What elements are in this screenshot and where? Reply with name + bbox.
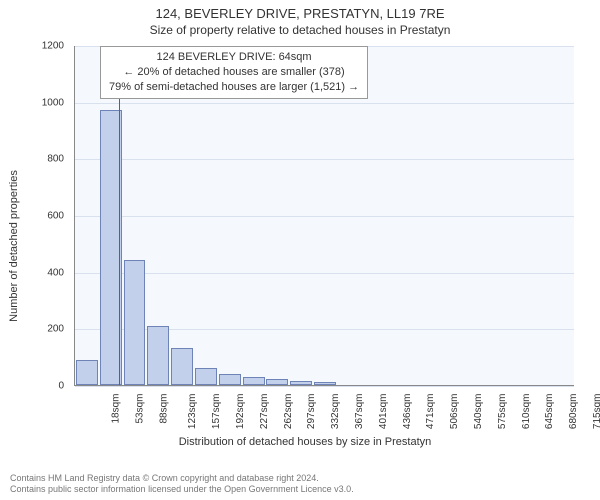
histogram-bar: [76, 360, 98, 386]
gridline: [75, 159, 574, 160]
y-tick-label: 1000: [36, 97, 64, 108]
x-tick-label: 715sqm: [592, 394, 600, 430]
annotation-line-3: 79% of semi-detached houses are larger (…: [109, 80, 359, 95]
x-tick-label: 401sqm: [378, 394, 389, 430]
copyright-notice: Contains HM Land Registry data © Crown c…: [10, 473, 354, 496]
y-tick-label: 800: [36, 154, 64, 165]
page-title: 124, BEVERLEY DRIVE, PRESTATYN, LL19 7RE: [0, 0, 600, 21]
x-tick-label: 227sqm: [259, 394, 270, 430]
x-tick-label: 332sqm: [330, 394, 341, 430]
histogram-bar: [124, 260, 146, 385]
copyright-line-2: Contains public sector information licen…: [10, 484, 354, 496]
y-tick-label: 200: [36, 324, 64, 335]
copyright-line-1: Contains HM Land Registry data © Crown c…: [10, 473, 354, 485]
y-axis-label: Number of detached properties: [8, 170, 20, 322]
x-tick-label: 471sqm: [426, 394, 437, 430]
x-tick-label: 18sqm: [110, 394, 121, 424]
y-tick-label: 600: [36, 211, 64, 222]
x-tick-label: 88sqm: [158, 394, 169, 424]
x-tick-label: 575sqm: [497, 394, 508, 430]
y-tick-label: 400: [36, 267, 64, 278]
chart-container: Number of detached properties Distributi…: [30, 46, 580, 446]
x-tick-label: 645sqm: [545, 394, 556, 430]
histogram-bar: [219, 374, 241, 385]
gridline: [75, 103, 574, 104]
x-tick-label: 297sqm: [306, 394, 317, 430]
x-axis-label: Distribution of detached houses by size …: [179, 436, 432, 448]
x-tick-label: 53sqm: [134, 394, 145, 424]
x-tick-label: 436sqm: [402, 394, 413, 430]
histogram-bar: [195, 368, 217, 385]
x-tick-label: 367sqm: [354, 394, 365, 430]
histogram-bar: [314, 382, 336, 385]
annotation-line-2: ← 20% of detached houses are smaller (37…: [109, 65, 359, 80]
x-tick-label: 192sqm: [235, 394, 246, 430]
histogram-bar: [266, 379, 288, 385]
x-tick-label: 123sqm: [187, 394, 198, 430]
histogram-bar: [147, 326, 169, 386]
x-tick-label: 506sqm: [449, 394, 460, 430]
x-tick-label: 157sqm: [211, 394, 222, 430]
gridline: [75, 386, 574, 387]
annotation-box: 124 BEVERLEY DRIVE: 64sqm ← 20% of detac…: [100, 46, 368, 99]
x-tick-label: 610sqm: [521, 394, 532, 430]
x-tick-label: 540sqm: [473, 394, 484, 430]
histogram-bar: [171, 348, 193, 385]
x-tick-label: 262sqm: [283, 394, 294, 430]
page-subtitle: Size of property relative to detached ho…: [0, 23, 600, 37]
histogram-bar: [290, 381, 312, 385]
y-tick-label: 0: [36, 381, 64, 392]
annotation-line-1: 124 BEVERLEY DRIVE: 64sqm: [109, 50, 359, 65]
gridline: [75, 273, 574, 274]
x-tick-label: 680sqm: [568, 394, 579, 430]
histogram-bar: [243, 377, 265, 386]
gridline: [75, 216, 574, 217]
y-tick-label: 1200: [36, 41, 64, 52]
